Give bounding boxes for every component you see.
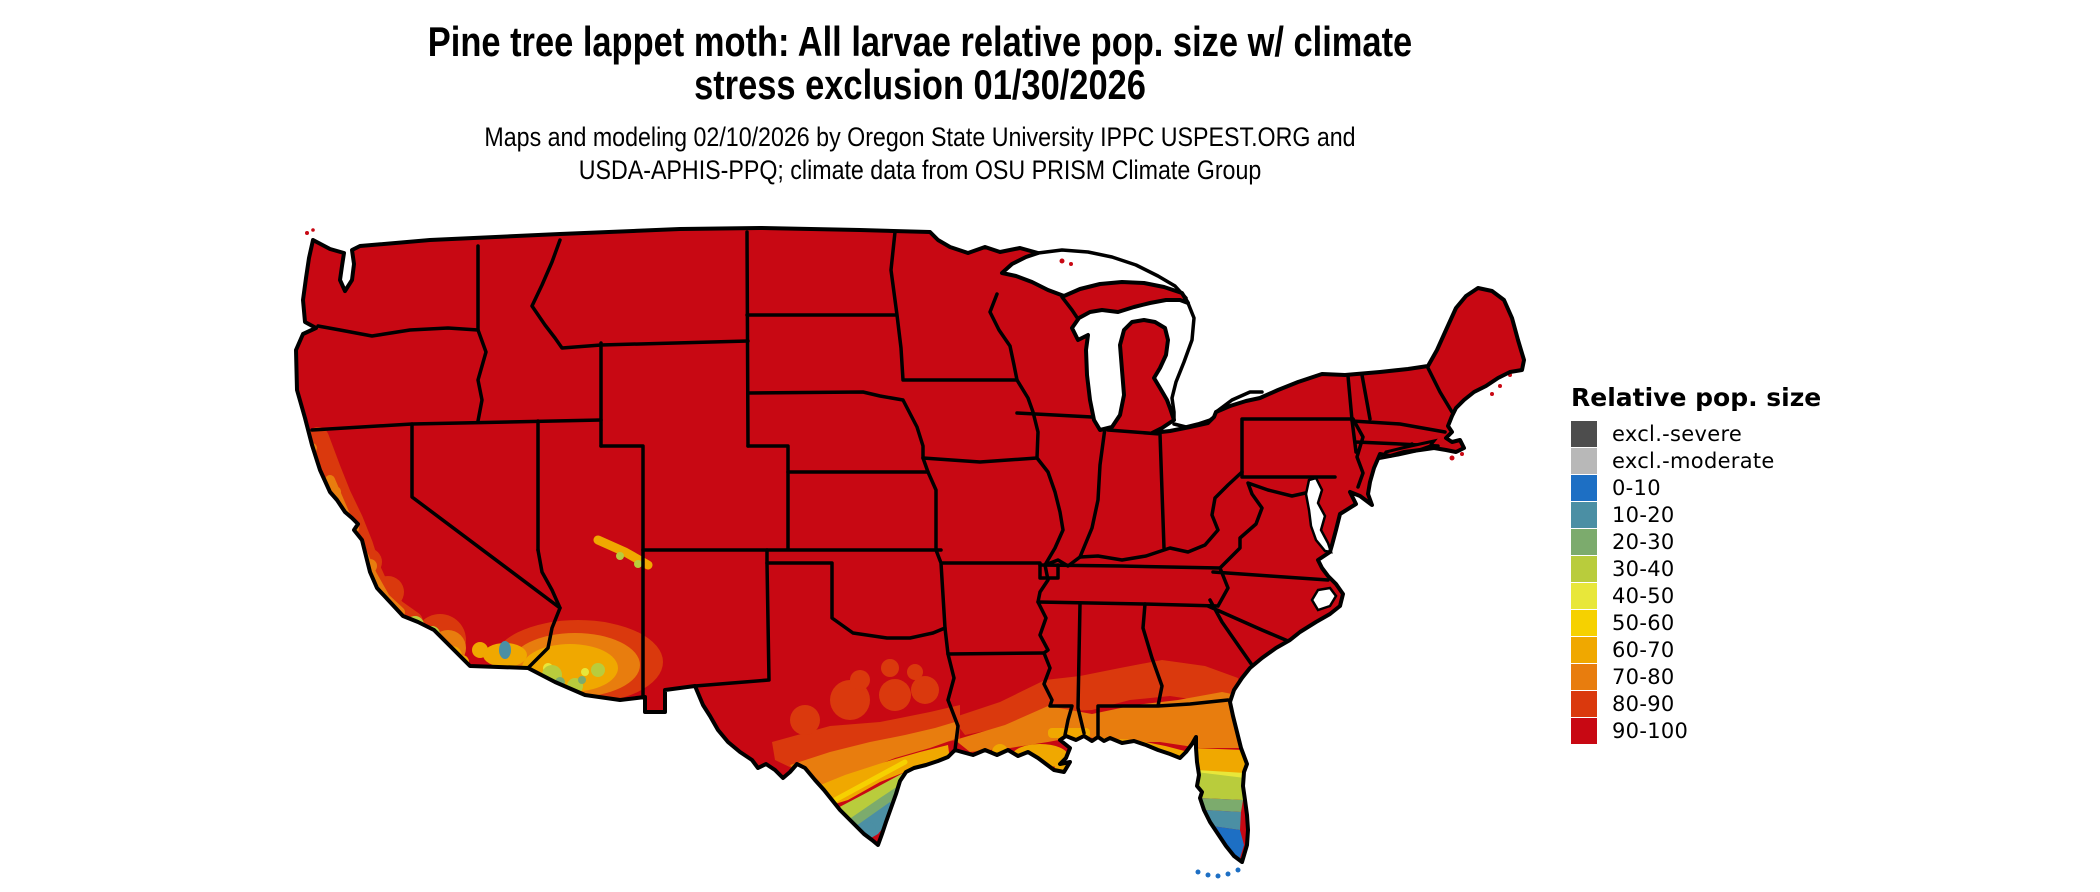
florida-keys [1195,867,1241,879]
chart-title-line1: Pine tree lappet moth: All larvae relati… [427,18,1413,65]
legend-label: 90-100 [1612,718,1689,743]
legend-swatch-60-70 [1571,636,1597,663]
legend-row: 20-30 [1571,528,1821,555]
legend-swatch-70-80 [1571,663,1597,690]
legend-label: 60-70 [1612,637,1675,662]
state-borders [310,230,1454,752]
legend-row: 70-80 [1571,663,1821,690]
legend-label: excl.-moderate [1612,448,1775,473]
legend-label: 0-10 [1612,475,1661,500]
legend-swatch-90-100 [1571,717,1597,744]
coastal-bays [1304,476,1338,612]
legend-row: 50-60 [1571,609,1821,636]
legend-row: 0-10 [1571,474,1821,501]
legend-swatch-20-30 [1571,528,1597,555]
small-islands [305,228,1512,461]
chart-title-line2: stress exclusion 01/30/2026 [694,61,1146,108]
legend-swatch-excl-severe [1571,420,1597,447]
map-legend: Relative pop. size excl.-severe excl.-mod… [1571,383,1821,744]
region-0-10 [868,826,1244,858]
legend-swatch-50-60 [1571,609,1597,636]
legend-swatch-30-40 [1571,555,1597,582]
pamlico-sound [1310,586,1338,612]
legend-swatch-40-50 [1571,582,1597,609]
legend-label: 50-60 [1612,610,1675,635]
legend-title: Relative pop. size [1571,383,1822,412]
chart-subtitle-line2: USDA-APHIS-PPQ; climate data from OSU PR… [578,155,1262,185]
legend-label: 30-40 [1612,556,1675,581]
legend-row: excl.-severe [1571,420,1821,447]
legend-row: 90-100 [1571,717,1821,744]
chart-subtitle: Maps and modeling 02/10/2026 by Oregon S… [129,121,1711,187]
legend-label: 80-90 [1612,691,1675,716]
legend-row: excl.-moderate [1571,447,1821,474]
lake-huron-border [1170,301,1196,422]
legend-row: 80-90 [1571,690,1821,717]
legend-label: 20-30 [1612,529,1675,554]
legend-row: 60-70 [1571,636,1821,663]
lake-superior-border [1036,248,1188,300]
legend-swatch-80-90 [1571,690,1597,717]
legend-rows: excl.-severe excl.-moderate 0-10 10-20 20-30… [1571,420,1821,744]
legend-row: 10-20 [1571,501,1821,528]
region-10-20 [499,641,1241,842]
legend-swatch-excl-moderate [1571,447,1597,474]
us-outline [294,226,1526,864]
chart-subtitle-line1: Maps and modeling 02/10/2026 by Oregon S… [484,122,1356,152]
legend-row: 40-50 [1571,582,1821,609]
lake-ontario-border [1214,390,1264,414]
legend-label: 70-80 [1612,664,1675,689]
legend-swatch-10-20 [1571,501,1597,528]
legend-row: 30-40 [1571,555,1821,582]
legend-label: 10-20 [1612,502,1675,527]
legend-swatch-0-10 [1571,474,1597,501]
chart-title: Pine tree lappet moth: All larvae relati… [166,20,1675,106]
legend-label: excl.-severe [1612,421,1743,446]
legend-label: 40-50 [1612,583,1675,608]
